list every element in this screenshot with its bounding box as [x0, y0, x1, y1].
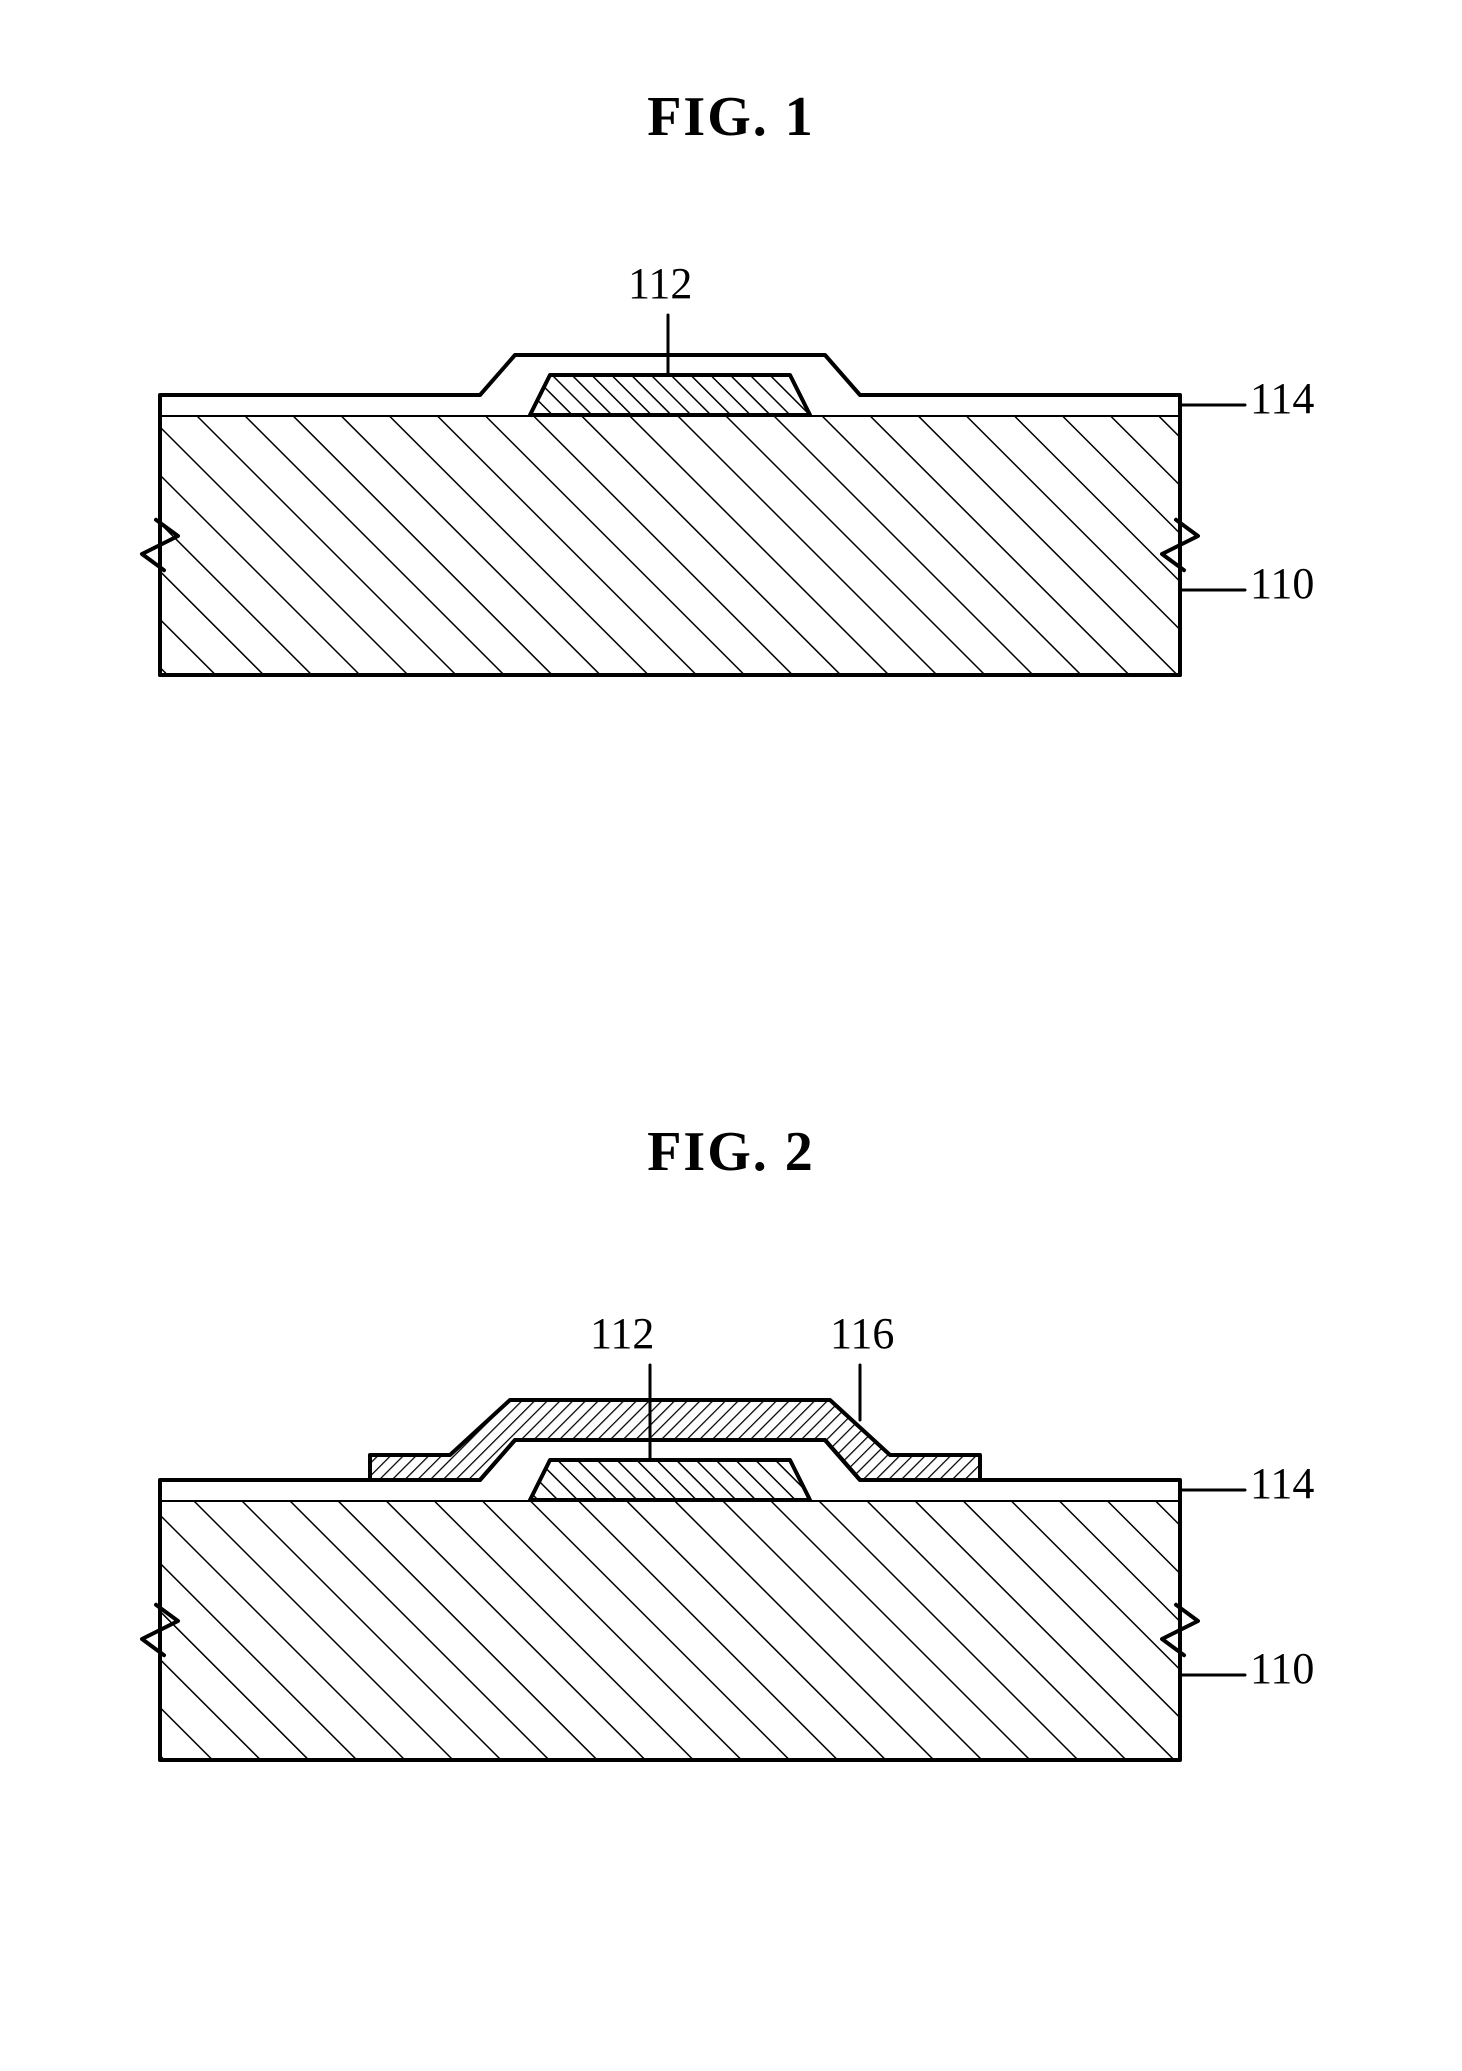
fig2-diagram	[0, 1260, 1462, 1820]
fig1-title: FIG. 1	[0, 85, 1462, 149]
ref-label-114: 114	[1250, 1458, 1314, 1509]
ref-label-114: 114	[1250, 373, 1314, 424]
ref-label-116: 116	[830, 1308, 894, 1359]
ref-label-112: 112	[628, 258, 692, 309]
ref-label-110: 110	[1250, 1643, 1314, 1694]
ref-label-110: 110	[1250, 558, 1314, 609]
page: FIG. 1 FIG. 2 1121141	[0, 0, 1462, 2071]
ref-label-112: 112	[590, 1308, 654, 1359]
fig1-diagram	[0, 220, 1462, 740]
fig2-title: FIG. 2	[0, 1120, 1462, 1184]
